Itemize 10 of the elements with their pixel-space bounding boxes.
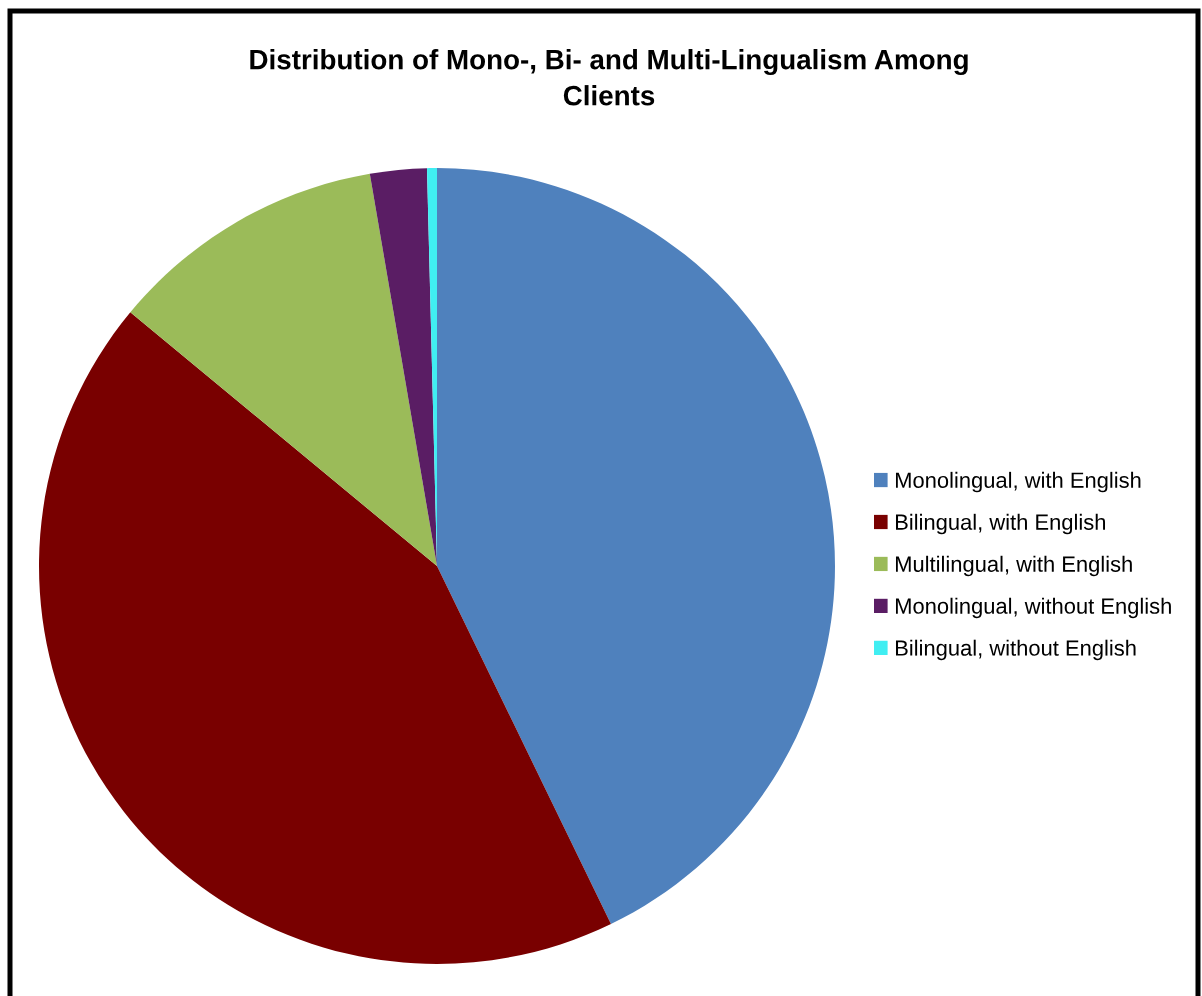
legend-label: Monolingual, with English — [895, 471, 1141, 493]
pie-slice — [437, 168, 835, 924]
pie-slice — [369, 168, 437, 566]
legend-label: Bilingual, without English — [895, 639, 1136, 661]
chart-title: Distribution of Mono-, Bi- and Multi-Lingualism Among Clients — [250, 49, 968, 106]
pie-slice — [130, 173, 437, 566]
legend-label: Multilingual, with English — [895, 555, 1132, 577]
legend-label: Bilingual, with English — [895, 513, 1106, 535]
pie-slice — [39, 312, 611, 964]
legend-label: Monolingual, without English — [895, 597, 1171, 619]
